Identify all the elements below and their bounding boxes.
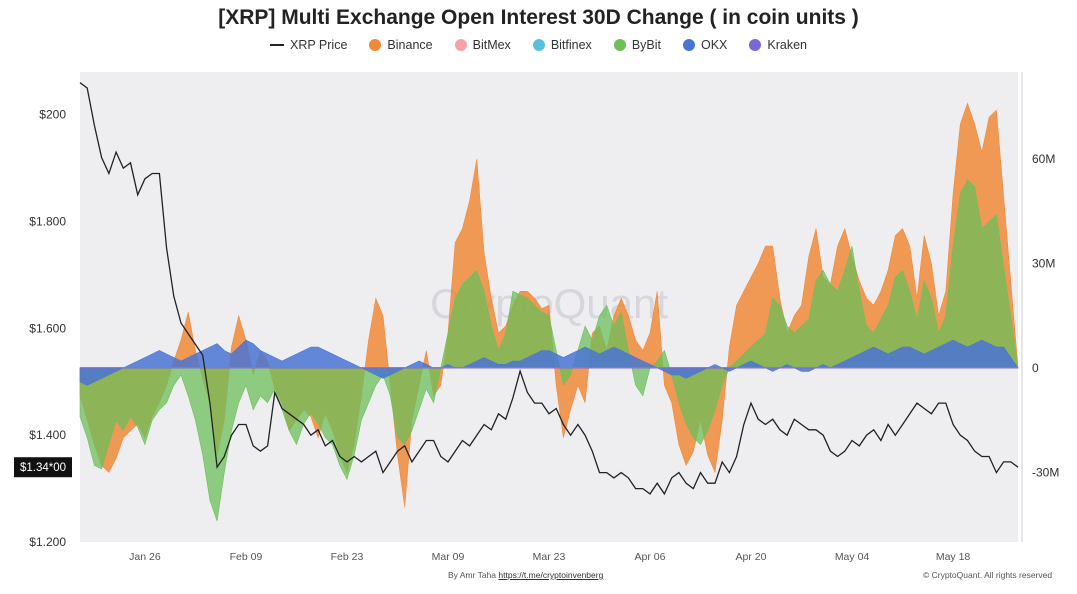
legend-item-kraken[interactable]: Kraken [749,38,807,52]
right-axis-tick-label: 0 [1032,361,1039,375]
footer-link[interactable]: https://t.me/cryptoinvenberg [498,570,604,580]
legend-dot-icon [532,39,545,51]
left-axis-tick-label: $1.800 [29,215,66,229]
legend-item-binance[interactable]: Binance [369,38,433,52]
legend-item-bitfinex[interactable]: Bitfinex [532,38,592,52]
legend-dot-icon [613,39,626,51]
legend-label: ByBit [631,38,661,52]
footer-author: By Amr Taha https://t.me/cryptoinvenberg [448,570,603,580]
x-axis-tick-label: May 04 [835,551,870,563]
legend-dot-icon [369,39,382,51]
legend: XRP Price Binance BitMex Bitfinex ByBit … [0,38,1077,52]
chart-title: [XRP] Multi Exchange Open Interest 30D C… [218,6,859,29]
left-axis-tick-label: $1.200 [29,535,66,549]
footer-rights: © CryptoQuant. All rights reserved [923,570,1053,580]
x-axis-tick-label: May 18 [936,551,971,563]
left-axis-tick-label: $1.600 [29,321,66,335]
footer-by: By Amr Taha [448,570,497,580]
legend-label: Bitfinex [550,38,592,52]
right-axis-tick-label: 30M [1032,256,1055,270]
right-axis-tick-label: -30M [1032,465,1059,479]
legend-item-bybit[interactable]: ByBit [613,38,661,52]
legend-item-xrp-price[interactable]: XRP Price [269,38,348,52]
x-axis-tick-label: Apr 06 [635,551,666,563]
x-axis-tick-label: Feb 09 [230,551,263,563]
x-axis-tick-label: Mar 09 [432,551,465,563]
legend-item-okx[interactable]: OKX [683,38,727,52]
current-price-label: $1.34*00 [20,462,66,474]
legend-line-icon [269,44,284,46]
series-line-xrp-price [79,82,1019,496]
x-axis-tick-label: Apr 20 [736,551,767,563]
current-price-badge [14,457,72,478]
right-axis-tick-label: 60M [1032,152,1055,166]
legend-label: Binance [387,38,433,52]
series-area-okx [79,339,1019,386]
x-axis-tick-label: Mar 23 [533,551,566,563]
left-axis-tick-label: $200 [39,108,66,122]
legend-dot-icon [749,39,762,51]
legend-label: Kraken [767,38,808,52]
legend-label: BitMex [472,38,511,52]
x-axis-tick-label: Feb 23 [331,551,364,563]
legend-dot-icon [454,39,467,51]
legend-label: XRP Price [289,38,348,52]
legend-label: OKX [701,38,728,52]
x-axis-tick-label: Jan 26 [129,551,161,563]
legend-dot-icon [683,39,695,51]
legend-item-bitmex[interactable]: BitMex [454,38,511,52]
left-axis-tick-label: $1.400 [29,428,66,442]
